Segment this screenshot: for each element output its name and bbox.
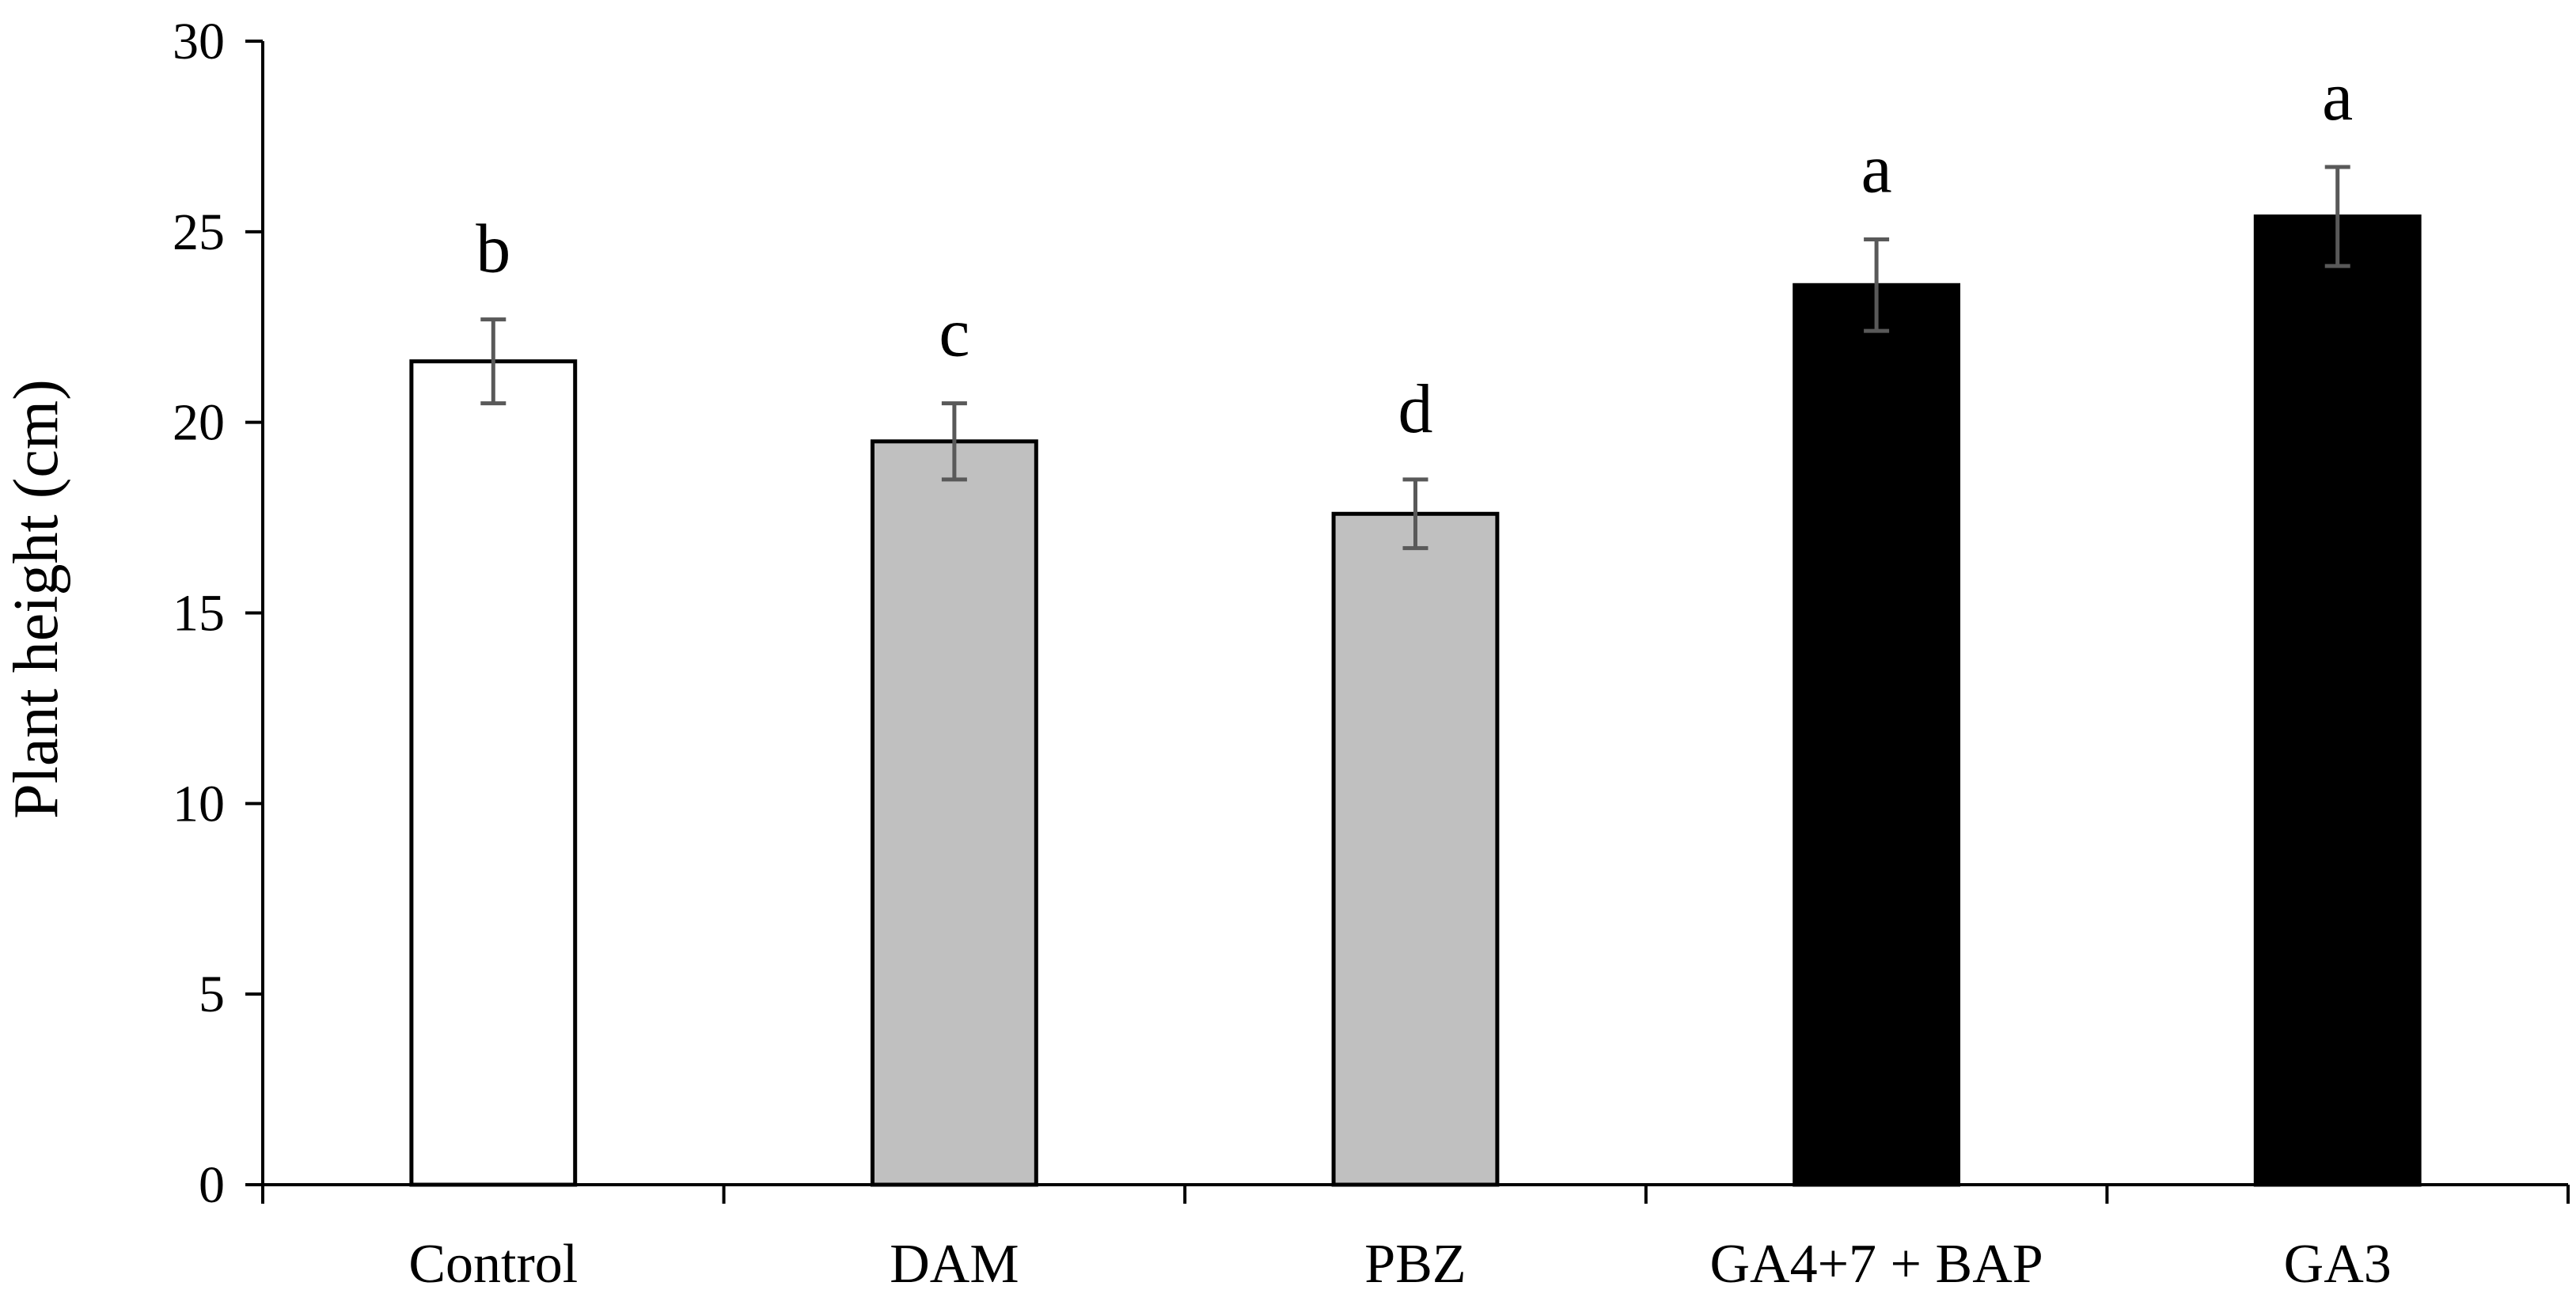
y-tick-label: 0 xyxy=(199,1156,225,1214)
y-axis-title: Plant height (cm) xyxy=(2,379,71,818)
category-labels: Control DAM PBZ GA4+7 + BAP GA3 xyxy=(408,1234,2391,1295)
category-label: PBZ xyxy=(1364,1234,1466,1295)
bar xyxy=(409,359,578,1187)
y-axis: 0 5 10 15 20 25 30 xyxy=(173,13,264,1214)
y-tick-label: 20 xyxy=(173,394,225,452)
significance-letter: a xyxy=(2322,59,2353,135)
category-label: Control xyxy=(408,1234,578,1295)
significance-letter: d xyxy=(1398,371,1433,448)
significance-letters: b c d a a xyxy=(476,59,2353,448)
y-tick-label: 30 xyxy=(173,13,225,70)
x-axis xyxy=(261,1183,2570,1204)
y-tick-label: 25 xyxy=(173,203,225,261)
bar xyxy=(2253,214,2422,1187)
significance-letter: a xyxy=(1861,131,1892,207)
y-tick-label: 10 xyxy=(173,775,225,833)
category-label: GA4+7 + BAP xyxy=(1709,1234,2043,1295)
bar xyxy=(870,439,1038,1187)
y-tick-label: 15 xyxy=(173,585,225,643)
error-bars xyxy=(480,165,2350,551)
category-label: DAM xyxy=(890,1234,1019,1295)
bar xyxy=(1331,511,1500,1187)
bars xyxy=(409,214,2422,1187)
significance-letter: c xyxy=(939,295,969,372)
significance-letter: b xyxy=(476,211,510,288)
bar xyxy=(1793,283,1961,1187)
y-tick-label: 5 xyxy=(199,965,225,1023)
category-label: GA3 xyxy=(2284,1234,2392,1295)
